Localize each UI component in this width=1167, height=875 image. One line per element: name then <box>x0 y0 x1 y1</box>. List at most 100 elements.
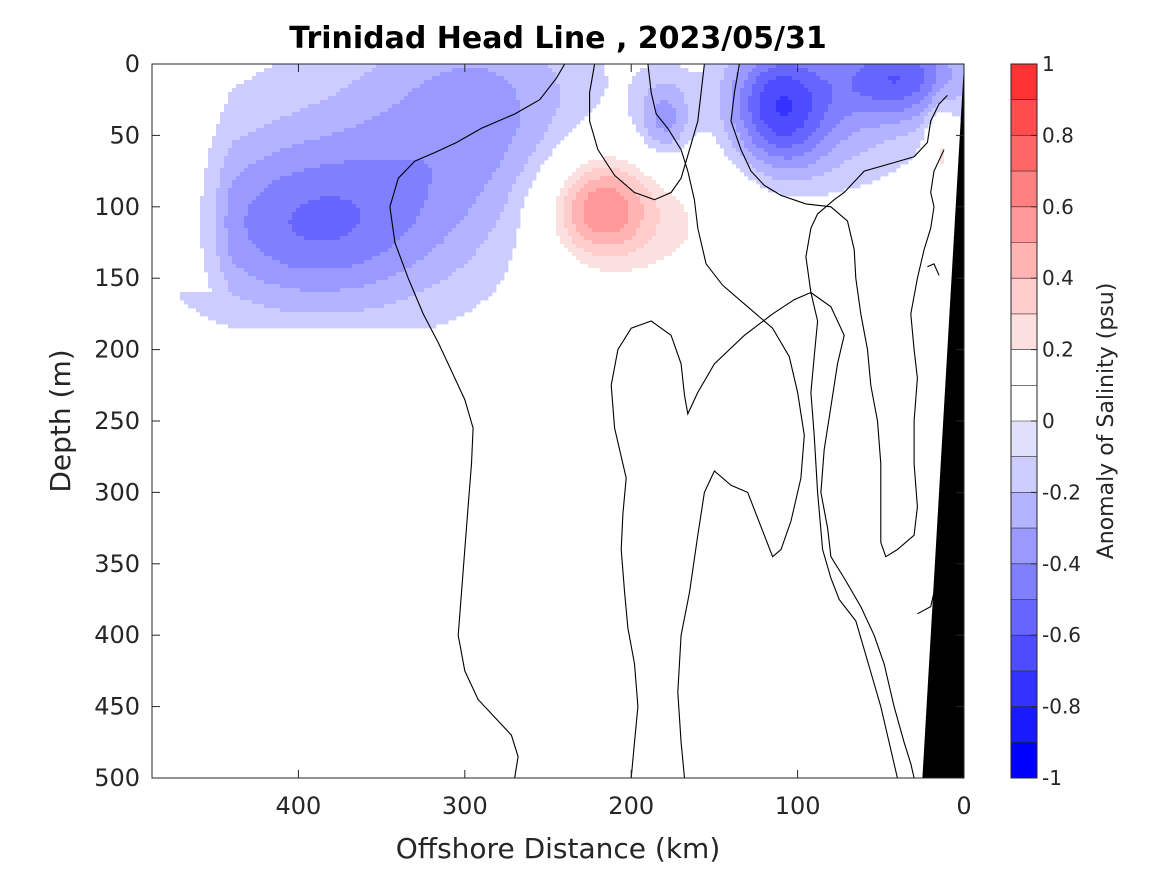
anomaly-cell <box>440 196 445 201</box>
anomaly-cell <box>312 108 317 113</box>
anomaly-cell <box>256 204 261 209</box>
anomaly-cell <box>464 236 469 241</box>
anomaly-cell <box>444 184 449 189</box>
anomaly-cell <box>232 148 237 153</box>
anomaly-cell <box>404 176 409 181</box>
anomaly-cell <box>344 240 349 245</box>
anomaly-cell <box>300 320 305 325</box>
anomaly-cell <box>336 312 341 317</box>
anomaly-cell <box>272 92 277 97</box>
anomaly-cell <box>348 308 353 313</box>
anomaly-cell <box>424 316 429 321</box>
anomaly-cell <box>472 72 477 77</box>
anomaly-cell <box>436 116 441 121</box>
anomaly-cell <box>372 108 377 113</box>
anomaly-cell <box>240 236 245 241</box>
anomaly-cell <box>268 304 273 309</box>
anomaly-cell <box>256 220 261 225</box>
anomaly-cell <box>396 88 401 93</box>
anomaly-cell <box>460 84 465 89</box>
anomaly-cell <box>452 100 457 105</box>
anomaly-cell <box>468 84 473 89</box>
anomaly-cell <box>300 136 305 141</box>
anomaly-cell <box>372 248 377 253</box>
anomaly-cell <box>380 116 385 121</box>
anomaly-cell <box>476 88 481 93</box>
anomaly-cell <box>460 312 465 317</box>
anomaly-cell <box>292 320 297 325</box>
anomaly-cell <box>392 88 397 93</box>
anomaly-cell <box>356 284 361 289</box>
anomaly-cell <box>320 140 325 145</box>
anomaly-cell <box>500 128 505 133</box>
anomaly-cell <box>272 156 277 161</box>
anomaly-cell <box>324 268 329 273</box>
anomaly-cell <box>376 156 381 161</box>
anomaly-cell <box>520 128 525 133</box>
anomaly-cell <box>444 108 449 113</box>
anomaly-cell <box>460 228 465 233</box>
anomaly-cell <box>484 100 489 105</box>
anomaly-cell <box>248 156 253 161</box>
anomaly-cell <box>344 136 349 141</box>
anomaly-cell <box>224 180 229 185</box>
anomaly-cell <box>412 324 417 329</box>
anomaly-cell <box>352 148 357 153</box>
anomaly-cell <box>420 288 425 293</box>
anomaly-cell <box>408 208 413 213</box>
anomaly-cell <box>452 136 457 141</box>
anomaly-cell <box>236 200 241 205</box>
anomaly-cell <box>272 284 277 289</box>
anomaly-cell <box>356 204 361 209</box>
anomaly-cell <box>348 236 353 241</box>
anomaly-cell <box>396 72 401 77</box>
anomaly-cell <box>468 212 473 217</box>
anomaly-cell <box>464 132 469 137</box>
anomaly-cell <box>456 172 461 177</box>
anomaly-cell <box>268 76 273 81</box>
anomaly-cell <box>268 68 273 73</box>
anomaly-cell <box>476 80 481 85</box>
anomaly-cell <box>408 108 413 113</box>
anomaly-cell <box>228 180 233 185</box>
anomaly-cell <box>340 320 345 325</box>
anomaly-cell <box>220 152 225 157</box>
anomaly-cell <box>204 312 209 317</box>
anomaly-cell <box>384 312 389 317</box>
anomaly-cell <box>304 132 309 137</box>
anomaly-cell <box>376 312 381 317</box>
anomaly-cell <box>508 176 513 181</box>
anomaly-cell <box>480 160 485 165</box>
anomaly-cell <box>248 268 253 273</box>
anomaly-cell <box>500 160 505 165</box>
anomaly-cell <box>340 100 345 105</box>
anomaly-cell <box>320 72 325 77</box>
anomaly-cell <box>424 168 429 173</box>
anomaly-cell <box>300 200 305 205</box>
anomaly-cell <box>448 172 453 177</box>
anomaly-cell <box>216 188 221 193</box>
anomaly-cell <box>272 72 277 77</box>
anomaly-cell <box>260 124 265 129</box>
anomaly-cell <box>360 152 365 157</box>
anomaly-cell <box>384 68 389 73</box>
anomaly-cell <box>480 100 485 105</box>
anomaly-cell <box>332 64 337 69</box>
anomaly-cell <box>236 292 241 297</box>
anomaly-cell <box>476 172 481 177</box>
anomaly-cell <box>472 180 477 185</box>
anomaly-cell <box>240 152 245 157</box>
anomaly-cell <box>372 80 377 85</box>
anomaly-cell <box>264 260 269 265</box>
anomaly-cell <box>452 176 457 181</box>
anomaly-cell <box>268 84 273 89</box>
anomaly-cell <box>448 196 453 201</box>
anomaly-cell <box>380 176 385 181</box>
anomaly-cell <box>336 196 341 201</box>
anomaly-cell <box>212 232 217 237</box>
anomaly-cell <box>312 112 317 117</box>
anomaly-cell <box>324 64 329 69</box>
anomaly-cell <box>508 256 513 261</box>
anomaly-cell <box>352 280 357 285</box>
anomaly-cell <box>388 80 393 85</box>
